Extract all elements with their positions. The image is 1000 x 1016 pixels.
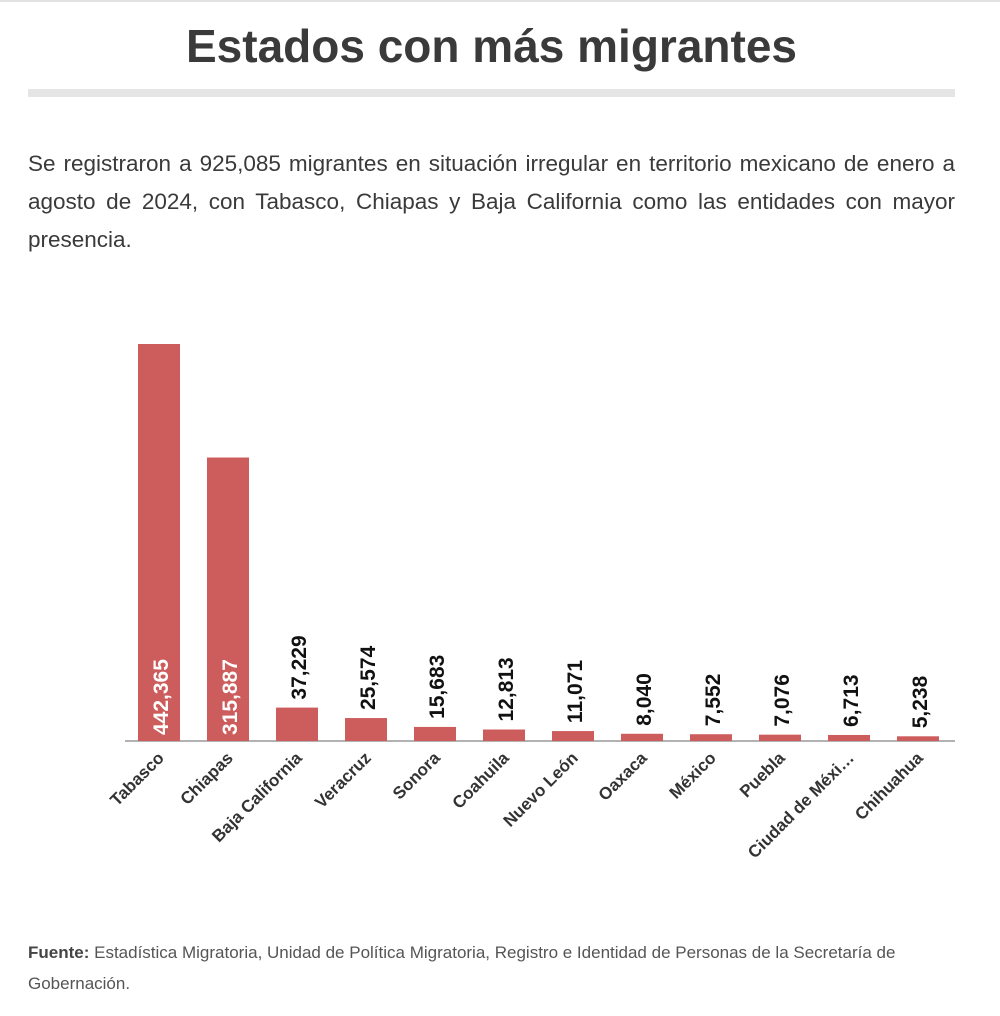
bar-9: [759, 734, 801, 741]
data-label-2: 37,229: [288, 635, 311, 699]
bar-10: [828, 734, 870, 741]
x-tick-label-4: Sonora: [389, 748, 444, 803]
data-label-4: 15,683: [426, 655, 449, 719]
data-label-10: 6,713: [840, 674, 863, 727]
bar-11: [897, 736, 939, 741]
x-tick-label-9: Puebla: [736, 748, 789, 801]
bar-7: [621, 733, 663, 741]
bar-2: [276, 707, 318, 741]
x-tick-label-8: México: [666, 748, 720, 802]
data-label-11: 5,238: [909, 675, 932, 728]
data-label-1: 315,887: [219, 659, 242, 735]
data-label-6: 11,071: [564, 660, 587, 723]
top-border: [0, 0, 1000, 2]
data-label-7: 8,040: [633, 673, 656, 726]
bar-1: [207, 457, 249, 741]
data-label-8: 7,552: [702, 674, 725, 727]
bar-8: [690, 734, 732, 741]
bar-0: [138, 344, 180, 741]
source-note: Fuente: Estadística Migratoria, Unidad d…: [28, 937, 908, 999]
bar-6: [552, 731, 594, 741]
title-divider: [28, 89, 955, 97]
x-tick-label-6: Nuevo León: [500, 748, 582, 830]
data-label-0: 442,365: [150, 659, 173, 735]
data-label-3: 25,574: [357, 645, 380, 710]
x-tick-label-1: Chiapas: [177, 748, 237, 808]
x-tick-label-7: Oaxaca: [595, 748, 652, 805]
data-label-9: 7,076: [771, 674, 794, 727]
source-label: Fuente:: [28, 943, 90, 962]
page-title: Estados con más migrantes: [186, 20, 797, 72]
data-label-5: 12,813: [495, 657, 518, 721]
x-tick-label-0: Tabasco: [107, 748, 168, 809]
chart-subtitle: Se registraron a 925,085 migrantes en si…: [28, 151, 955, 252]
bar-3: [345, 718, 387, 741]
source-text: Estadística Migratoria, Unidad de Políti…: [28, 943, 896, 993]
x-tick-label-11: Chihuahua: [851, 748, 927, 824]
x-tick-label-3: Veracruz: [311, 748, 375, 812]
bar-4: [414, 726, 456, 741]
bar-5: [483, 729, 525, 741]
x-tick-label-5: Coahuila: [449, 748, 514, 813]
